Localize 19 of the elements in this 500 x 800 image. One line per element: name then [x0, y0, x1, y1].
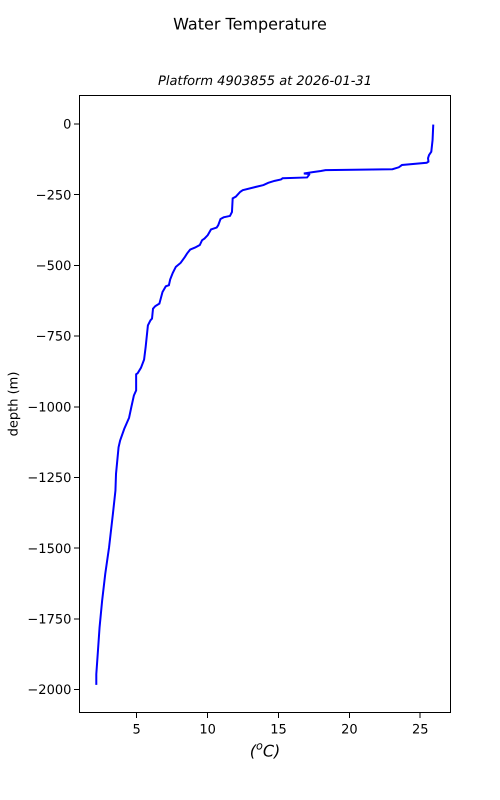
y-tick-label: −1250	[27, 471, 72, 486]
y-axis-title: depth (m)	[6, 372, 22, 436]
y-tick-label: −1750	[27, 612, 72, 628]
line-series	[95, 124, 434, 686]
y-tick-label: −500	[36, 258, 72, 274]
y-tick-label: −2000	[27, 683, 72, 698]
y-tick-label: −250	[36, 188, 72, 204]
chart-title: Water Temperature	[173, 14, 327, 34]
y-tick-label: −1500	[27, 542, 72, 557]
x-tick-label: 5	[132, 722, 141, 738]
y-tick-label: −750	[36, 330, 72, 345]
chart-subtitle: Platform 4903855 at 2026-01-31	[158, 74, 372, 89]
y-tick-label: −1000	[27, 400, 72, 416]
y-tick-label: 0	[63, 118, 72, 133]
x-tick-label: 10	[199, 722, 216, 738]
x-axis-title: ($^{o}$C)	[250, 740, 280, 760]
x-tick-label: 20	[341, 722, 358, 738]
x-tick-label: 15	[270, 722, 287, 738]
x-tick-label: 25	[412, 722, 429, 738]
